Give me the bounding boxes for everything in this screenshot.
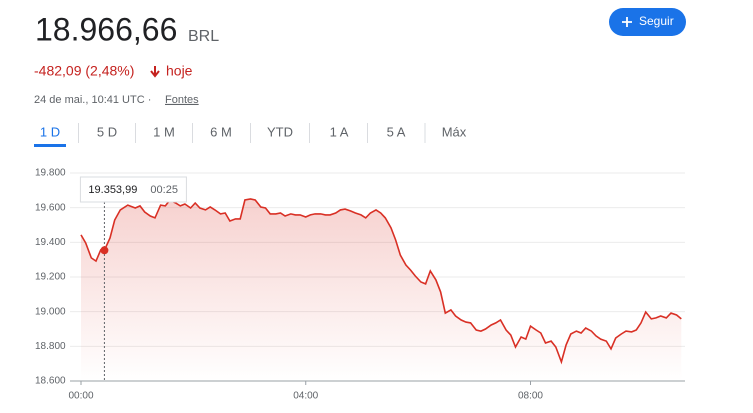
price: 18.966,66 [35, 11, 177, 47]
range-tab[interactable]: Máx [442, 124, 467, 139]
follow-button[interactable]: Seguir [609, 8, 686, 36]
sources-link[interactable]: Fontes [165, 94, 199, 106]
y-tick-label: 19.400 [35, 237, 66, 248]
currency: BRL [188, 28, 219, 45]
range-tab[interactable]: 6 M [210, 124, 232, 139]
x-tick-label: 08:00 [518, 391, 543, 402]
hover-dot [100, 246, 109, 255]
plus-icon [622, 17, 632, 27]
range-tabs: 1 D 5 D 1 M 6 M YTD 1 A 5 A Máx [34, 123, 467, 147]
range-tab[interactable]: 5 A [387, 124, 406, 139]
follow-label[interactable]: Seguir [639, 14, 674, 28]
range-tab[interactable]: 5 D [97, 124, 117, 139]
range-tab[interactable]: 1 D [40, 124, 60, 139]
x-tick-label: 04:00 [293, 391, 318, 402]
price-line [80, 198, 682, 365]
tooltip-time: 00:25 [150, 184, 178, 196]
tooltip-value: 19.353,99 [88, 184, 137, 196]
area-fill [81, 199, 682, 381]
y-tick-label: 18.800 [35, 341, 66, 352]
range-tab[interactable]: 1 M [153, 124, 175, 139]
change: -482,09 (2,48%) [34, 63, 134, 79]
x-tick-label: 00:00 [68, 391, 93, 402]
y-tick-label: 18.600 [35, 376, 66, 387]
tooltip-box [79, 176, 187, 203]
y-tick-label: 19.000 [35, 306, 66, 317]
y-tick-label: 19.600 [35, 202, 66, 213]
y-tick-label: 19.800 [35, 168, 66, 179]
down-arrow [150, 66, 160, 78]
timestamp: 24 de mai., 10:41 UTC · [34, 94, 151, 106]
follow-button-bg[interactable] [609, 8, 686, 36]
period: hoje [166, 63, 193, 79]
chart: 18.600 18.800 19.000 19.200 19.400 19.600 19.8… [35, 168, 685, 402]
range-tab[interactable]: YTD [267, 124, 293, 139]
range-tab[interactable]: 1 A [330, 124, 349, 139]
tab-underline [34, 144, 66, 147]
y-tick-label: 19.200 [35, 272, 66, 283]
